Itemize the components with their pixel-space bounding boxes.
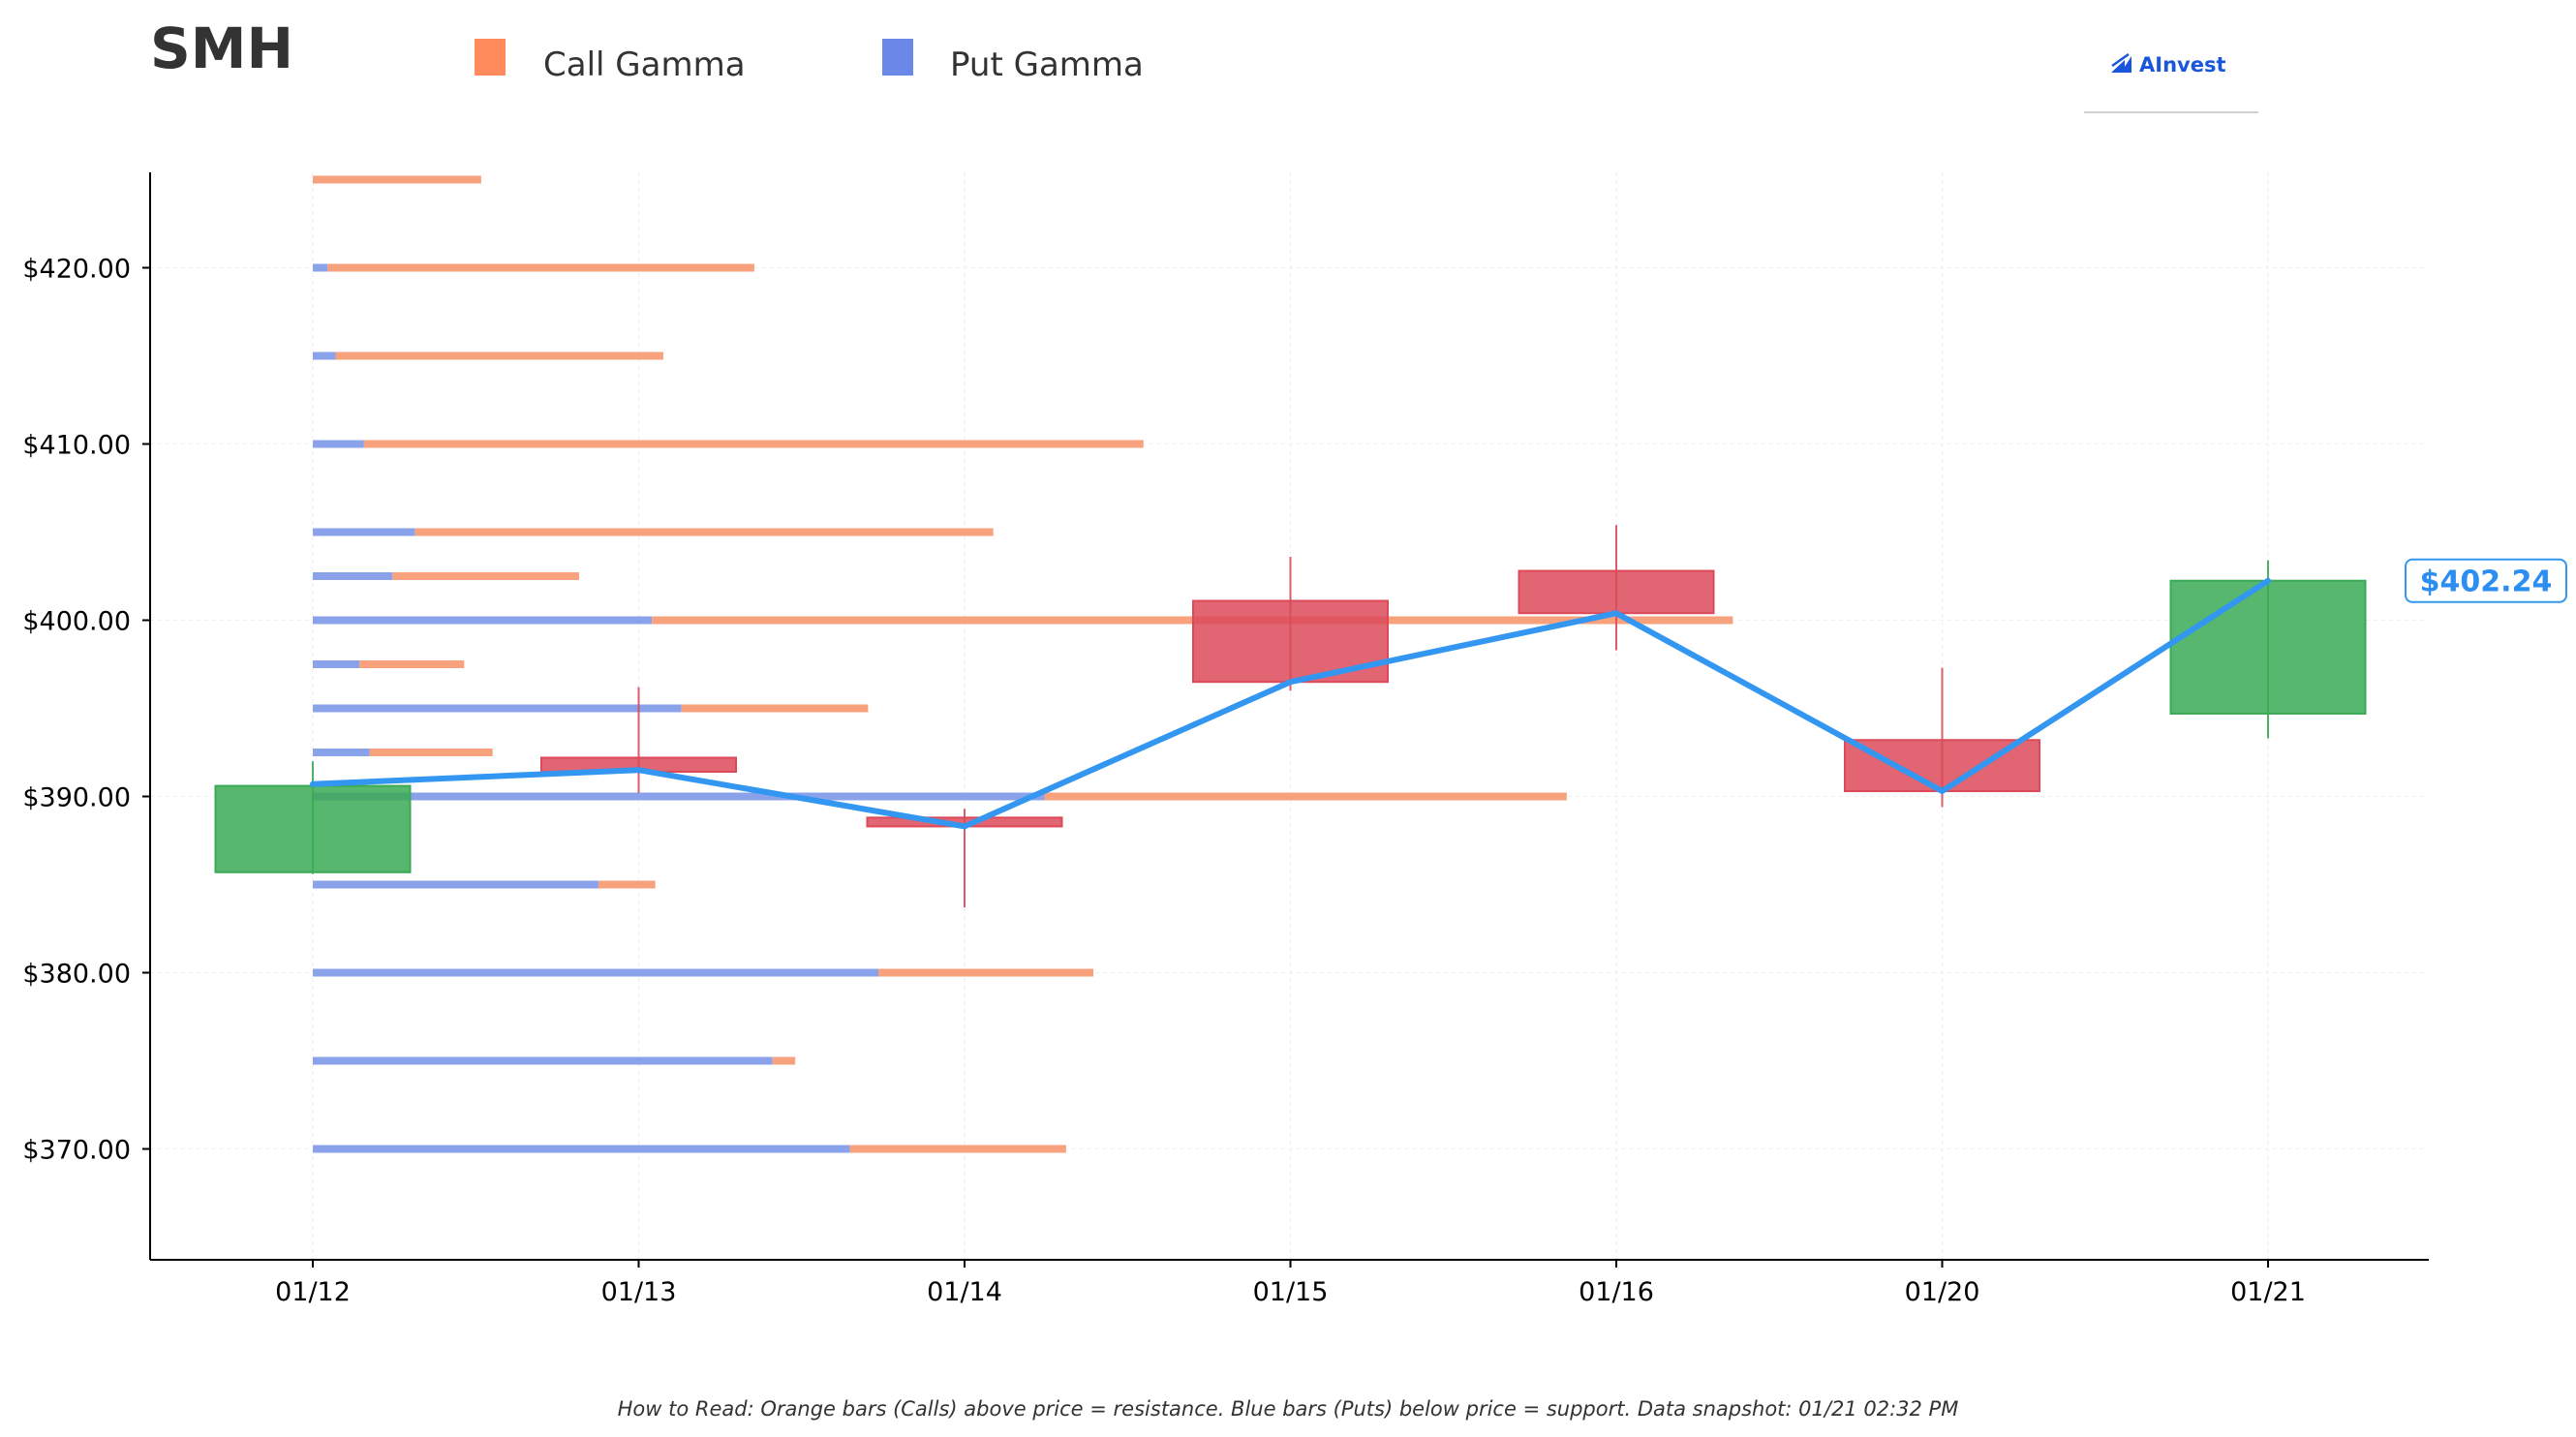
- ticker-title: SMH: [150, 15, 293, 81]
- call-gamma-bar: [772, 1056, 796, 1065]
- put-gamma-bar: [313, 749, 370, 756]
- y-axis-ticks: $370.00 $380.00 $390.00 $400.00 $410.00 $420.…: [22, 255, 150, 1166]
- plot-axes: [149, 172, 2429, 1261]
- grid-lines: [150, 172, 2429, 1260]
- call-gamma-bar: [1044, 792, 1567, 801]
- legend-swatch-put: [882, 39, 913, 76]
- logo-text: AInvest: [2139, 53, 2226, 76]
- put-gamma-bar: [313, 1056, 773, 1065]
- legend-label-call: Call Gamma: [543, 46, 746, 84]
- legend-swatch-call: [475, 39, 506, 76]
- x-tick-label: 01/14: [927, 1277, 1002, 1307]
- put-gamma-bar: [313, 880, 598, 889]
- last-price-box: [2405, 558, 2567, 603]
- last-price-callout: $402.24: [2405, 558, 2567, 603]
- logo-mark-icon: [2111, 56, 2131, 73]
- candle-body: [1192, 599, 1389, 684]
- call-gamma-bar: [359, 660, 465, 668]
- put-gamma-bar: [313, 352, 336, 360]
- price-line: [310, 577, 2271, 830]
- call-gamma-bar: [392, 572, 579, 580]
- candle-body: [214, 784, 412, 873]
- y-tick-label: $370.00: [22, 1136, 131, 1166]
- legend-label-put: Put Gamma: [950, 46, 1144, 84]
- y-tick-label: $390.00: [22, 783, 131, 813]
- put-gamma-bar: [313, 572, 393, 580]
- put-gamma-bar: [313, 616, 653, 625]
- put-gamma-bar: [313, 704, 682, 713]
- x-axis-ticks: 01/12 01/13 01/14 01/15 01/16 01/20 01/21: [275, 1260, 2306, 1307]
- call-gamma-bar: [414, 528, 994, 536]
- candle-body: [1518, 569, 1715, 615]
- call-gamma-bar: [363, 440, 1144, 448]
- candle-body: [2169, 579, 2367, 715]
- call-gamma-bar: [327, 263, 754, 272]
- price-line-group: [310, 577, 2271, 830]
- put-gamma-bar: [313, 660, 360, 668]
- put-gamma-bar: [313, 440, 364, 448]
- y-tick-label: $400.00: [22, 607, 131, 637]
- gamma-bars: [313, 175, 1733, 1153]
- ainvest-logo: AInvest: [2084, 52, 2258, 113]
- last-price-label: $402.24: [2420, 566, 2553, 599]
- x-tick-label: 01/16: [1579, 1277, 1654, 1307]
- x-tick-label: 01/15: [1253, 1277, 1329, 1307]
- chart-legend: Call Gamma Put Gamma: [475, 39, 1144, 84]
- put-gamma-bar: [313, 968, 878, 977]
- put-gamma-bar: [313, 792, 1045, 801]
- y-tick-label: $410.00: [22, 431, 131, 461]
- x-tick-label: 01/21: [2230, 1277, 2306, 1307]
- call-gamma-bar: [849, 1145, 1066, 1153]
- x-tick-label: 01/20: [1905, 1277, 1980, 1307]
- logo-arrow-icon: [2111, 52, 2130, 68]
- call-gamma-bar: [877, 968, 1094, 977]
- put-gamma-bar: [313, 263, 328, 272]
- call-gamma-bar: [335, 352, 663, 360]
- call-gamma-bar: [681, 704, 869, 713]
- put-gamma-bar: [313, 1145, 850, 1153]
- y-tick-label: $380.00: [22, 960, 131, 990]
- put-gamma-bar: [313, 528, 415, 536]
- candlesticks: [214, 525, 2367, 908]
- call-gamma-bar: [598, 880, 656, 889]
- x-tick-label: 01/12: [275, 1277, 351, 1307]
- y-tick-label: $420.00: [22, 255, 131, 285]
- footnote: How to Read: Orange bars (Calls) above p…: [618, 1397, 1959, 1421]
- call-gamma-bar: [313, 175, 481, 184]
- x-tick-label: 01/13: [601, 1277, 677, 1307]
- call-gamma-bar: [369, 749, 493, 756]
